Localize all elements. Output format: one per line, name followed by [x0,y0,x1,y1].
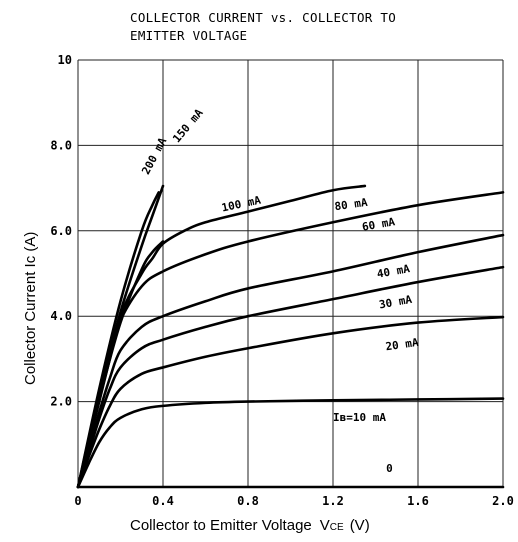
series-line-40-ma [76,233,505,489]
curve-label: 20 mA [385,336,420,354]
curve-label: 80 mA [334,196,369,214]
y-axis-label: Collector Current Ic (A) [22,232,39,385]
x-tick-label: 0.4 [152,494,174,508]
curve-label: 150 mA [170,106,206,145]
series-line-i-10-ma [76,397,505,489]
chart-title-line2: EMITTER VOLTAGE [130,28,247,43]
curve-label: 0 [386,462,393,475]
y-tick-label: 8.0 [50,138,72,152]
series-line-30-ma [76,265,505,489]
y-tick-label: 6.0 [50,224,72,238]
chart-title-line1: COLLECTOR CURRENT vs. COLLECTOR TO [130,10,396,25]
curve-label: Iв=10 mA [333,411,386,424]
curve-label: 200 mA [139,135,169,177]
curve-label: 100 mA [220,193,262,214]
x-tick-label: 1.2 [322,494,344,508]
grid [77,59,504,488]
x-axis-label-symbol: V [320,517,330,534]
curve-label: 40 mA [376,262,411,281]
curves [76,184,505,489]
x-tick-label: 0 [74,494,81,508]
x-tick-label: 0.8 [237,494,259,508]
x-axis-label-sub: CE [330,522,344,533]
series-line-200-ma [76,191,161,489]
x-tick-labels: 0 0.4 0.8 1.2 1.6 2.0 [74,494,513,508]
curve-label: 60 mA [361,215,396,234]
x-tick-label: 2.0 [492,494,514,508]
y-tick-label: 2.0 [50,395,72,409]
y-tick-labels: 2.0 4.0 6.0 8.0 10 [50,53,72,409]
x-tick-label: 1.6 [407,494,429,508]
series-line-20-ma [76,315,505,489]
x-axis-label: Collector to Emitter Voltage VCE (V) [130,517,370,534]
x-axis-label-text: Collector to Emitter Voltage [130,517,312,534]
x-axis-label-unit: (V) [350,517,370,534]
y-tick-label: 4.0 [50,309,72,323]
y-tick-label: 10 [58,53,72,67]
curve-label: 30 mA [378,293,413,312]
